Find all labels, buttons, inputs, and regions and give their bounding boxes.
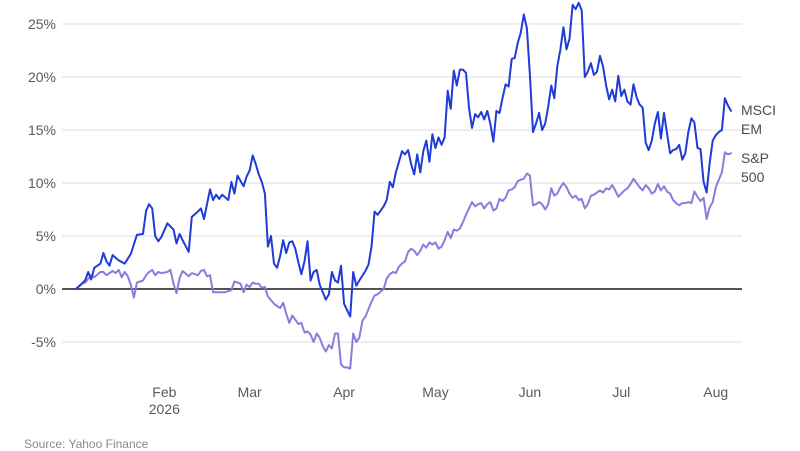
x-tick-sublabel: 2026: [149, 401, 180, 417]
series-label-msci-em: MSCI EM: [741, 102, 776, 137]
x-tick-label: Aug: [703, 384, 728, 400]
gridlines: [62, 23, 742, 343]
y-tick-label: -5%: [31, 334, 56, 350]
series-label-line: MSCI: [741, 102, 776, 118]
x-tick-label: Jun: [519, 384, 542, 400]
source-note: Source: Yahoo Finance: [24, 437, 149, 451]
x-tick-label: Mar: [238, 384, 262, 400]
series-lines: [75, 1, 732, 370]
series-labels: MSCI EM S&P 500: [741, 102, 776, 185]
series-label-line: EM: [741, 121, 762, 137]
y-tick-label: 15%: [28, 122, 56, 138]
series-line-msci-em: [75, 1, 732, 318]
y-axis-ticks: -5% 0% 5% 10% 15% 20% 25%: [28, 16, 56, 350]
series-line-s-p-500: [75, 151, 732, 370]
x-tick-label: Apr: [333, 384, 355, 400]
y-tick-label: 20%: [28, 69, 56, 85]
y-tick-label: 25%: [28, 16, 56, 32]
y-tick-label: 5%: [36, 228, 56, 244]
y-tick-label: 10%: [28, 175, 56, 191]
y-tick-label: 0%: [36, 281, 56, 297]
x-tick-label: May: [422, 384, 448, 400]
series-label-s-p-500: S&P 500: [741, 150, 769, 185]
series-label-line: S&P: [741, 150, 769, 166]
x-tick-label: Jul: [612, 384, 630, 400]
series-label-line: 500: [741, 169, 765, 185]
x-tick-label: Feb: [152, 384, 176, 400]
